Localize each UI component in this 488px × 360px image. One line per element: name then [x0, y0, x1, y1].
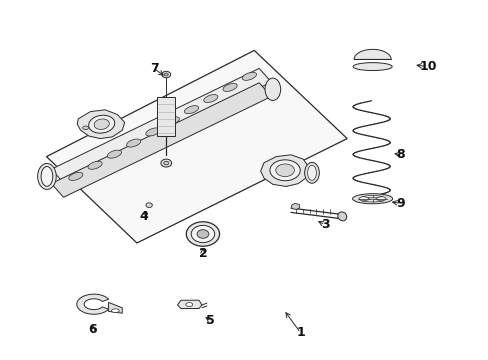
- Ellipse shape: [111, 309, 119, 312]
- Ellipse shape: [197, 230, 208, 238]
- Polygon shape: [260, 155, 308, 186]
- Text: 5: 5: [205, 314, 214, 327]
- Ellipse shape: [41, 166, 53, 186]
- Ellipse shape: [162, 71, 170, 78]
- Ellipse shape: [203, 95, 218, 103]
- Ellipse shape: [352, 194, 392, 204]
- Ellipse shape: [184, 105, 198, 114]
- Text: 2: 2: [198, 247, 207, 260]
- Text: 9: 9: [396, 197, 405, 210]
- Text: 10: 10: [418, 60, 436, 73]
- Ellipse shape: [264, 78, 280, 100]
- Ellipse shape: [88, 115, 115, 133]
- Polygon shape: [353, 49, 390, 59]
- Polygon shape: [108, 302, 122, 313]
- Ellipse shape: [107, 150, 121, 158]
- Ellipse shape: [126, 139, 141, 147]
- Text: 6: 6: [88, 323, 97, 336]
- Ellipse shape: [82, 126, 88, 130]
- Ellipse shape: [242, 72, 256, 80]
- Polygon shape: [51, 83, 271, 197]
- Ellipse shape: [185, 302, 192, 306]
- Ellipse shape: [307, 165, 316, 180]
- Ellipse shape: [367, 198, 376, 200]
- Ellipse shape: [145, 128, 160, 136]
- Ellipse shape: [88, 161, 102, 169]
- Ellipse shape: [38, 163, 56, 189]
- Ellipse shape: [161, 159, 171, 167]
- Text: 3: 3: [320, 219, 329, 231]
- Polygon shape: [291, 203, 299, 210]
- Polygon shape: [51, 68, 271, 183]
- Ellipse shape: [94, 119, 109, 130]
- Ellipse shape: [146, 203, 152, 207]
- Polygon shape: [77, 294, 108, 314]
- Ellipse shape: [358, 195, 386, 202]
- Text: 8: 8: [396, 148, 405, 161]
- Polygon shape: [177, 300, 202, 309]
- Polygon shape: [157, 97, 175, 136]
- Text: 1: 1: [296, 327, 305, 339]
- Ellipse shape: [275, 164, 294, 177]
- Ellipse shape: [191, 225, 214, 243]
- Ellipse shape: [164, 73, 168, 76]
- Ellipse shape: [223, 84, 237, 91]
- Polygon shape: [77, 110, 124, 139]
- Text: 4: 4: [140, 210, 148, 222]
- Text: 7: 7: [149, 62, 158, 75]
- Ellipse shape: [165, 117, 179, 125]
- Ellipse shape: [163, 161, 168, 165]
- Ellipse shape: [352, 63, 391, 71]
- Ellipse shape: [186, 222, 219, 246]
- Polygon shape: [46, 50, 346, 243]
- Ellipse shape: [304, 162, 319, 183]
- Ellipse shape: [337, 212, 346, 221]
- Ellipse shape: [269, 160, 300, 181]
- Ellipse shape: [68, 172, 83, 180]
